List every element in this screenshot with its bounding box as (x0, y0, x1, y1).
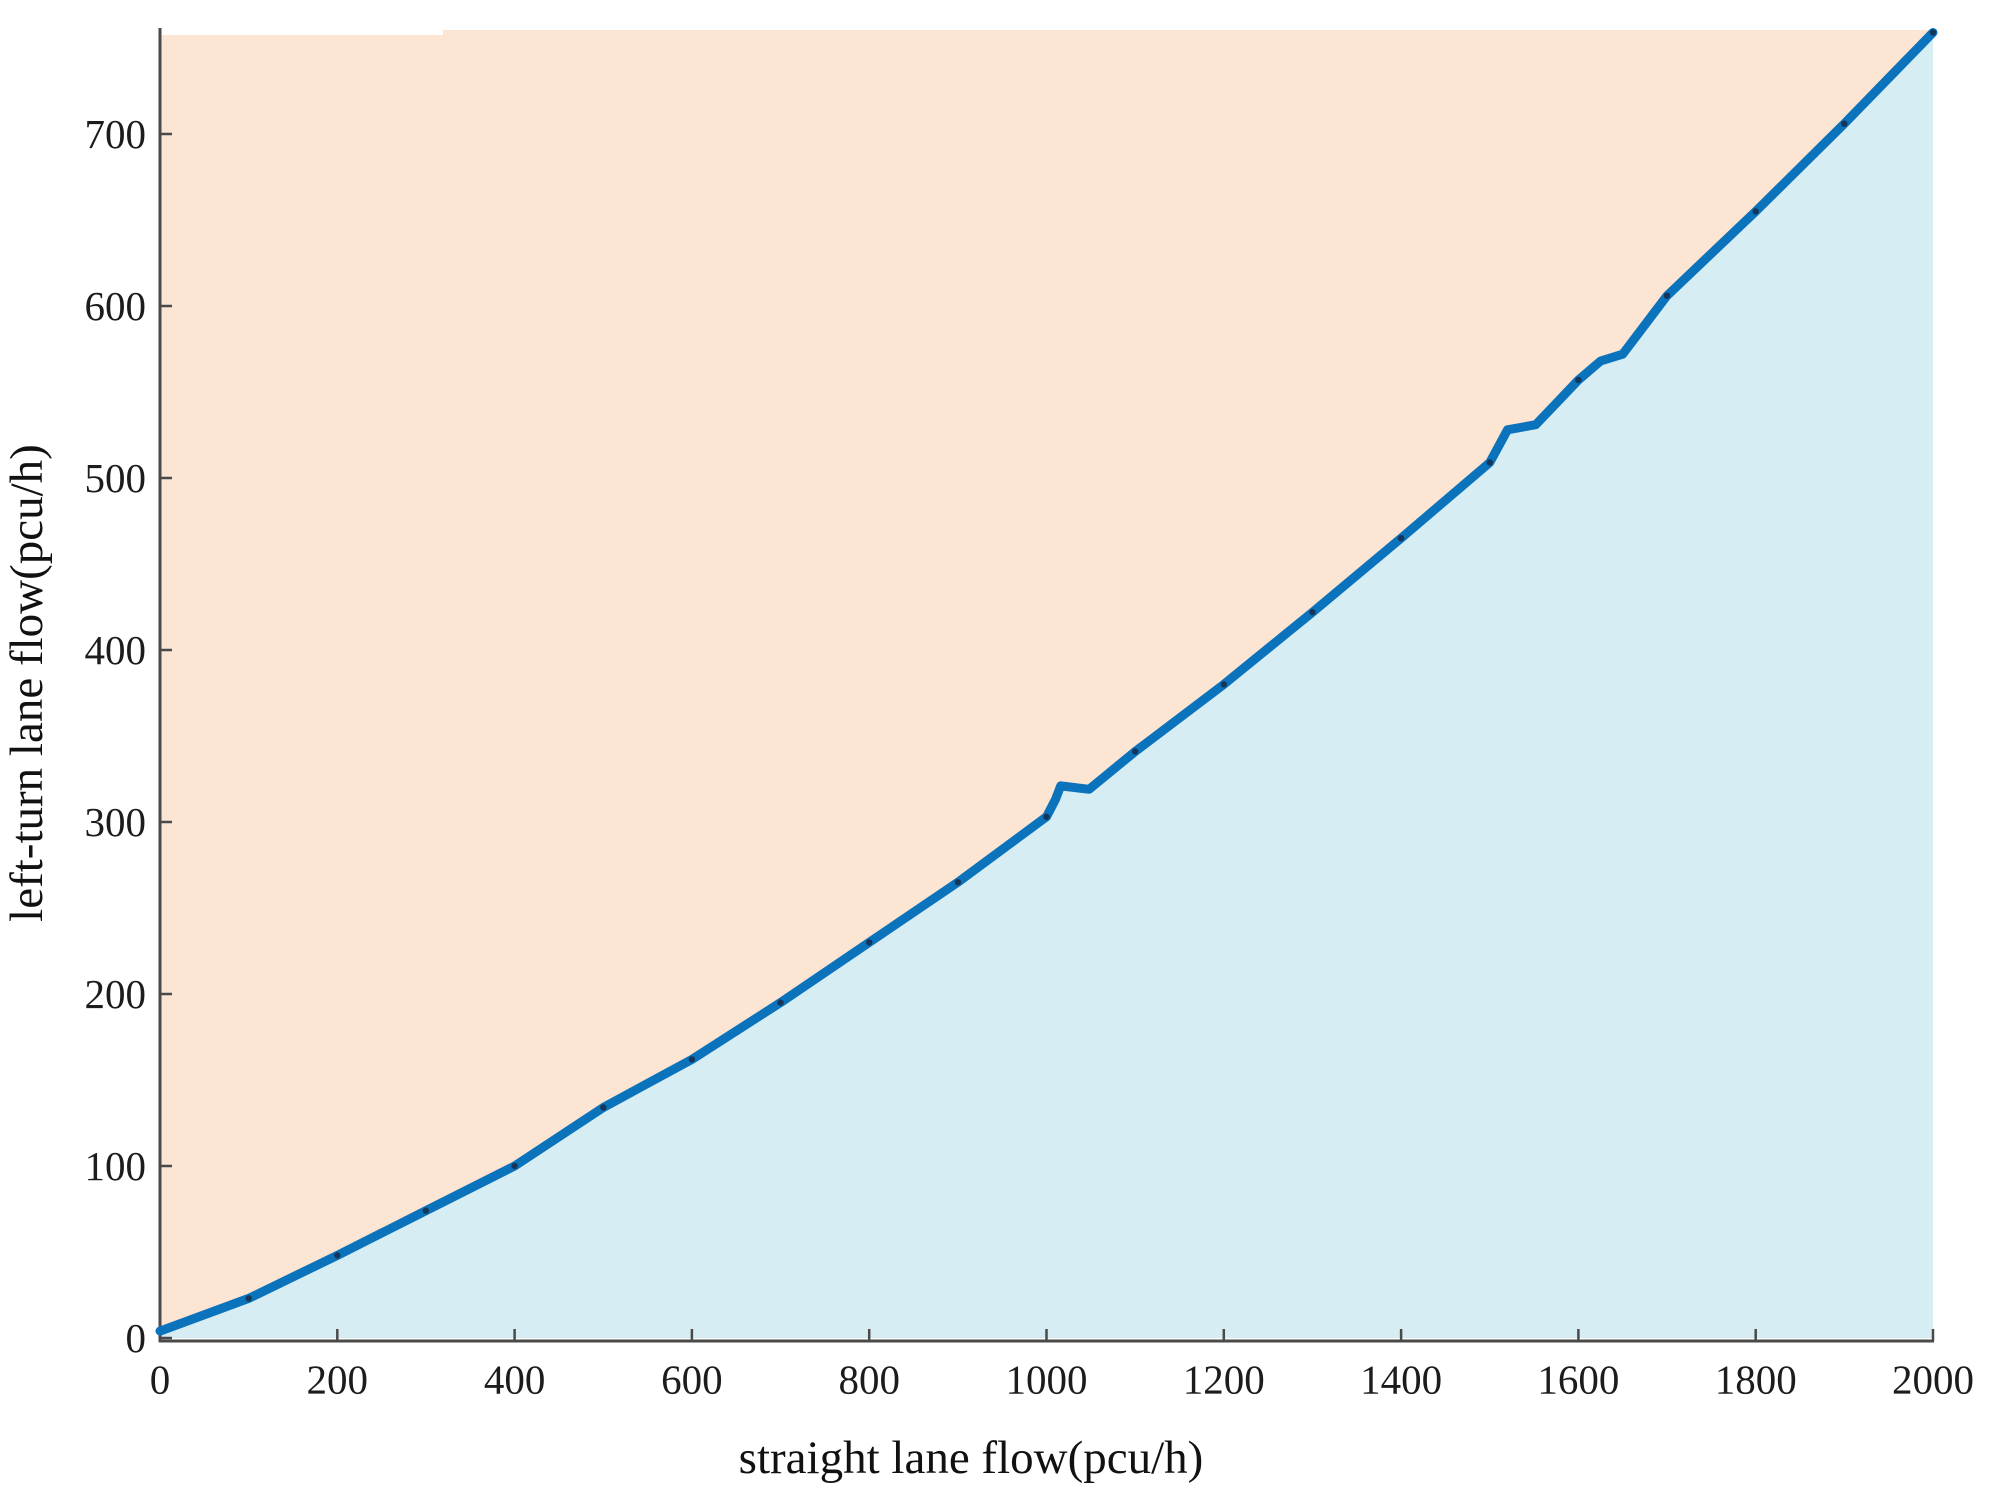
region-below-fill (160, 32, 1933, 1338)
data-point-marker (1575, 376, 1582, 384)
data-point-marker (600, 1104, 607, 1111)
x-tick-label: 200 (307, 1357, 369, 1403)
data-point-marker (245, 1295, 252, 1302)
x-tick-label: 400 (484, 1357, 546, 1403)
y-tick-label: 700 (85, 111, 147, 157)
data-point-marker (1132, 748, 1139, 755)
x-tick-label: 1200 (1183, 1357, 1265, 1403)
data-point-marker (1043, 813, 1050, 820)
x-tick-label: 600 (661, 1357, 723, 1403)
render-artifact-notch (160, 28, 443, 35)
data-point-marker (422, 1207, 430, 1214)
y-tick-label: 300 (85, 799, 147, 845)
y-axis-label: left-turn lane flow(pcu/h) (1, 444, 53, 922)
x-tick-label: 1400 (1360, 1357, 1442, 1403)
x-axis-label: straight lane flow(pcu/h) (739, 1432, 1204, 1484)
data-point-marker (688, 1056, 696, 1063)
x-tick-label: 800 (838, 1357, 900, 1403)
x-tick-label: 1800 (1715, 1357, 1797, 1403)
data-point-marker (1929, 29, 1937, 36)
y-tick-label: 100 (85, 1143, 147, 1189)
data-point-marker (777, 999, 784, 1006)
data-point-marker (1486, 459, 1494, 466)
data-point-markers (245, 29, 1937, 1302)
y-tick-label: 600 (85, 283, 147, 329)
x-tick-label: 0 (150, 1357, 171, 1403)
data-point-marker (1663, 292, 1671, 299)
x-tick-label: 1600 (1537, 1357, 1619, 1403)
data-point-marker (866, 939, 873, 946)
data-point-marker (1841, 120, 1848, 127)
x-tick-label: 1000 (1006, 1357, 1088, 1403)
y-tick-label: 200 (85, 971, 147, 1017)
axis-ticks (158, 132, 1935, 1341)
boundary-line (155, 28, 1938, 1336)
data-point-marker (954, 879, 962, 886)
y-tick-label: 0 (126, 1315, 147, 1361)
region-above-fill (160, 30, 1933, 1332)
shaded-regions (160, 28, 1933, 1338)
data-point-marker (511, 1162, 518, 1170)
data-point-marker (1309, 609, 1316, 616)
data-point-marker (334, 1252, 341, 1259)
y-tick-label: 400 (85, 627, 147, 673)
data-point-marker (1397, 535, 1405, 542)
axis-tick-labels: 0 200 400 600 800 1000 1200 1400 1600 1800 2000 0 10… (85, 111, 1975, 1403)
y-tick-label: 500 (85, 455, 147, 501)
data-point-marker (1752, 208, 1759, 215)
data-point-marker (1220, 681, 1228, 688)
x-tick-label: 2000 (1892, 1357, 1974, 1403)
